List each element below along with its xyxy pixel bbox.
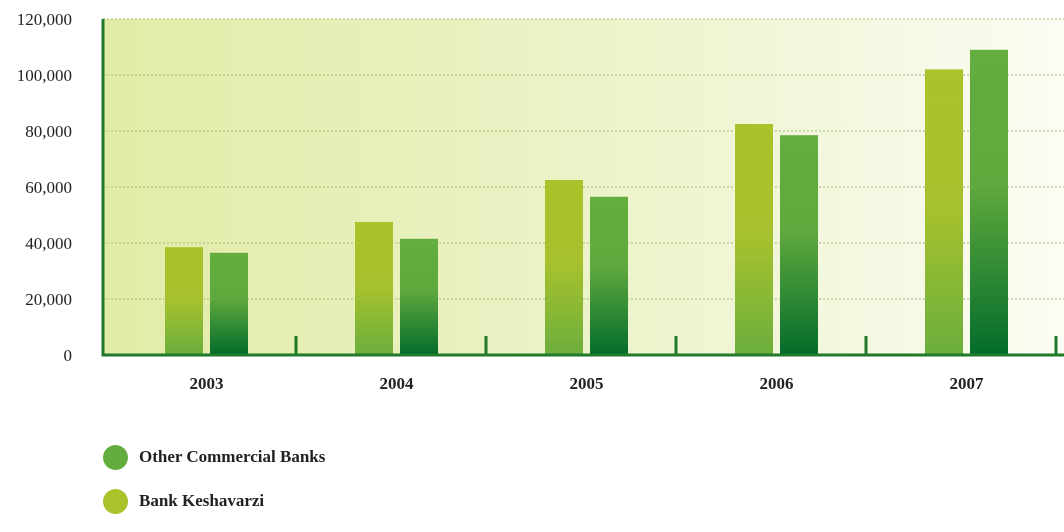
y-tick-label: 80,000 [25, 122, 72, 141]
bar-other-commercial-banks-2004 [400, 239, 438, 355]
y-tick-labels: 0 20,000 40,000 60,000 80,000 100,000 120,000 [17, 10, 72, 365]
legend-item-other-commercial-banks: Other Commercial Banks [103, 444, 325, 470]
bar-bank-keshavarzi-2004 [355, 222, 393, 355]
bar-other-commercial-banks-2007 [970, 50, 1008, 355]
x-category-label: 2006 [760, 374, 794, 393]
x-category-label: 2007 [950, 374, 985, 393]
bar-bank-keshavarzi-2005 [545, 180, 583, 355]
y-tick-label: 60,000 [25, 178, 72, 197]
x-category-label: 2004 [380, 374, 415, 393]
bar-bank-keshavarzi-2006 [735, 124, 773, 355]
bar-bank-keshavarzi-2003 [165, 247, 203, 355]
y-tick-label: 20,000 [25, 290, 72, 309]
legend-swatch-bank-keshavarzi [103, 489, 128, 514]
bar-other-commercial-banks-2006 [780, 135, 818, 355]
bar-bank-keshavarzi-2007 [925, 69, 963, 355]
y-tick-label: 40,000 [25, 234, 72, 253]
legend-item-bank-keshavarzi: Bank Keshavarzi [103, 488, 325, 514]
bar-other-commercial-banks-2003 [210, 253, 248, 355]
legend-swatch-other-commercial-banks [103, 445, 128, 470]
legend-label-bank-keshavarzi: Bank Keshavarzi [139, 491, 264, 511]
x-category-labels: 2003 2004 2005 2006 2007 [190, 374, 985, 393]
bar-chart: 020,00040,00060,00080,000100,000120,000 … [0, 0, 1064, 512]
legend-label-other-commercial-banks: Other Commercial Banks [139, 447, 325, 467]
x-category-label: 2005 [570, 374, 604, 393]
y-tick-label: 120,000 [17, 10, 72, 29]
bar-other-commercial-banks-2005 [590, 197, 628, 355]
x-category-label: 2003 [190, 374, 224, 393]
y-tick-label: 100,000 [17, 66, 72, 85]
y-tick-label: 0 [64, 346, 73, 365]
legend: Other Commercial Banks Bank Keshavarzi [103, 444, 325, 532]
